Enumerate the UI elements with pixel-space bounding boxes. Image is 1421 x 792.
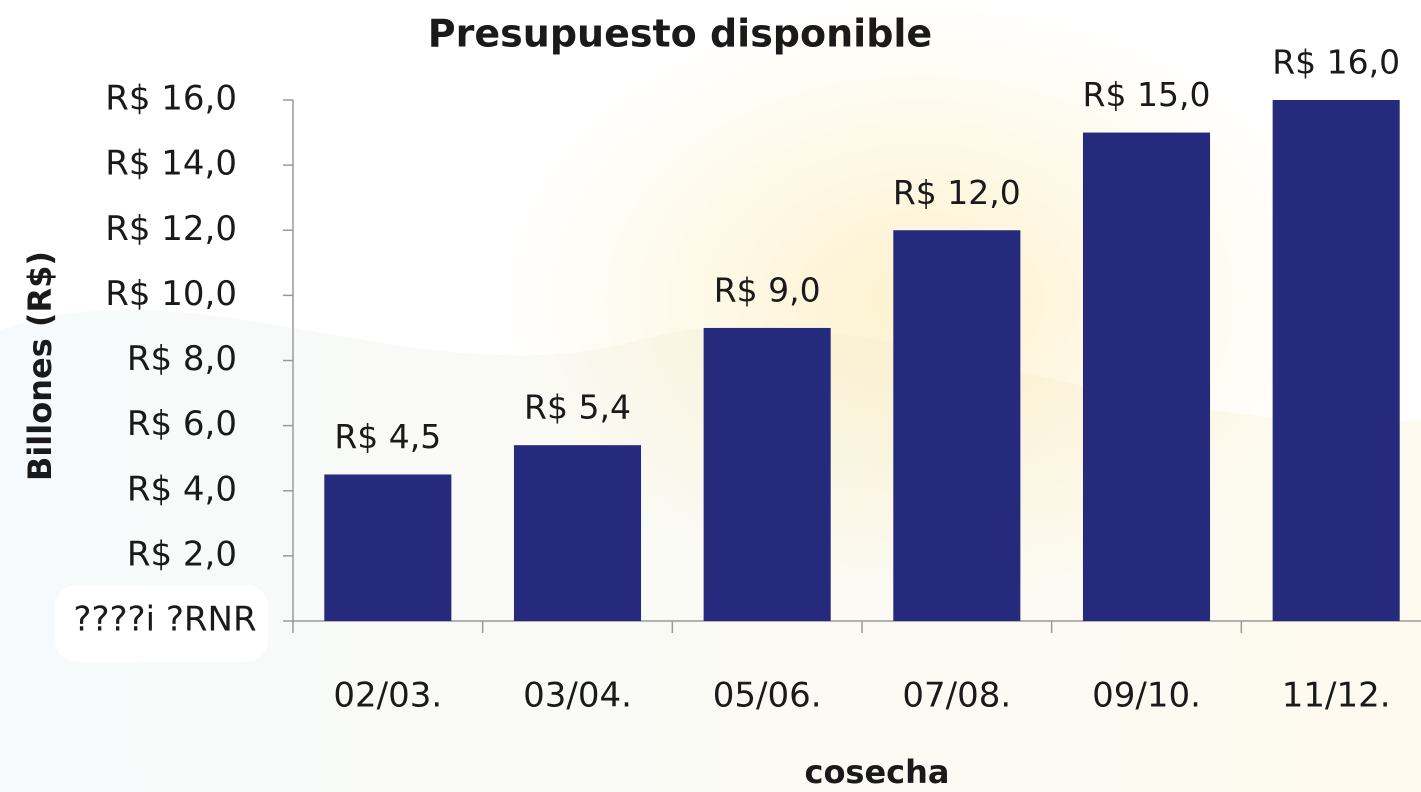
x-tick-label: 03/04.: [523, 676, 632, 716]
y-axis-title: Billones (R$): [21, 251, 59, 481]
data-label: R$ 5,4: [524, 388, 631, 427]
bar: [1273, 100, 1400, 621]
chart: Presupuesto disponible Billones (R$) cos…: [0, 0, 1421, 792]
y-tick-label: ????i ?RNR: [73, 600, 256, 640]
y-tick-label: R$ 10,0: [105, 274, 237, 314]
data-label: R$ 4,5: [334, 417, 441, 456]
x-tick-label: 09/10.: [1092, 676, 1201, 716]
data-label: R$ 15,0: [1083, 75, 1211, 114]
data-label: R$ 16,0: [1272, 43, 1400, 82]
x-tick-label: 07/08.: [902, 676, 1011, 716]
data-label: R$ 9,0: [714, 270, 821, 309]
bar: [1083, 133, 1210, 621]
x-tick-label: 02/03.: [333, 676, 442, 716]
chart-title: Presupuesto disponible: [428, 12, 932, 56]
data-label: R$ 12,0: [893, 173, 1021, 212]
bar: [324, 474, 451, 621]
x-tick-label: 11/12.: [1282, 676, 1391, 716]
y-tick-label: R$ 12,0: [105, 209, 237, 249]
y-tick-label: R$ 2,0: [127, 534, 237, 574]
bar: [514, 445, 641, 621]
x-tick-label: 05/06.: [713, 676, 822, 716]
y-tick-label: R$ 14,0: [105, 144, 237, 184]
y-tick-label: R$ 4,0: [127, 469, 237, 509]
bar: [893, 230, 1020, 621]
bar: [704, 328, 831, 621]
y-tick-label: R$ 8,0: [127, 339, 237, 379]
y-tick-label: R$ 6,0: [127, 404, 237, 444]
x-axis-title: cosecha: [804, 753, 949, 791]
y-tick-label: R$ 16,0: [105, 79, 237, 119]
